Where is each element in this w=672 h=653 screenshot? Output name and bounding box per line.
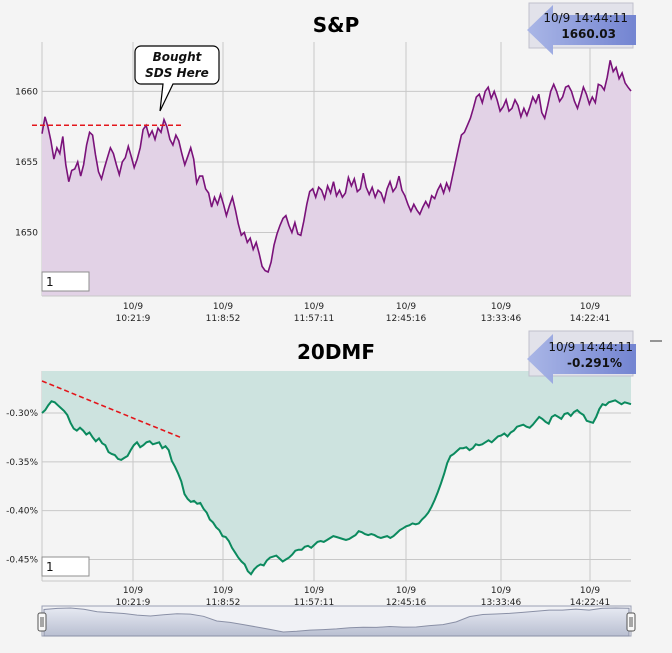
x-tick-time: 10:21:9 — [116, 314, 151, 324]
x-axis: 10/9 10:21:9 10/9 11:8:52 10/9 11:57:11 10/9 12… — [116, 586, 611, 608]
x-tick-time: 13:33:46 — [481, 598, 522, 608]
x-tick-time: 11:8:52 — [206, 598, 241, 608]
area-fill — [42, 60, 631, 296]
x-tick-date: 10/9 — [213, 302, 233, 312]
series-line — [41, 399, 632, 576]
x-tick-time: 14:22:41 — [570, 314, 610, 324]
y-tick-label: 1650 — [15, 229, 38, 239]
last-value: 1660.03 — [561, 27, 616, 41]
x-tick-date: 10/9 — [396, 302, 416, 312]
last-time: 10/9 14:44:11 — [543, 11, 628, 25]
y-tick-label: -0.45% — [6, 556, 38, 566]
x-tick-date: 10/9 — [396, 586, 416, 596]
x-tick-date: 10/9 — [491, 586, 511, 596]
last-time: 10/9 14:44:11 — [548, 340, 633, 354]
x-tick-time: 10:21:9 — [116, 598, 151, 608]
series-line — [41, 60, 632, 274]
y-axis: 1650 1655 1660 — [15, 87, 38, 238]
x-tick-time: 11:57:11 — [294, 598, 334, 608]
x-tick-date: 10/9 — [491, 302, 511, 312]
period-input-value[interactable]: 1 — [46, 560, 54, 574]
x-tick-date: 10/9 — [304, 302, 324, 312]
range-navigator[interactable] — [37, 605, 636, 637]
x-axis: 10/9 10:21:9 10/9 11:8:52 10/9 11:57:11 10/9 12… — [116, 302, 611, 324]
period-input[interactable]: 1 — [41, 556, 90, 577]
chart-title: 20DMF — [297, 340, 375, 364]
arrow-left-icon — [527, 5, 636, 55]
last-value: -0.291% — [567, 356, 622, 370]
chart-title: S&P — [313, 13, 360, 37]
x-tick-time: 13:33:46 — [481, 314, 522, 324]
x-tick-time: 12:45:16 — [386, 598, 427, 608]
x-tick-date: 10/9 — [580, 302, 600, 312]
grip-handle-icon[interactable] — [37, 612, 47, 632]
x-tick-time: 14:22:41 — [570, 598, 610, 608]
area-fill — [42, 371, 631, 575]
x-tick-date: 10/9 — [580, 586, 600, 596]
y-tick-label: -0.40% — [6, 507, 38, 517]
y-axis: -0.30% -0.35% -0.40% -0.45% — [6, 409, 38, 566]
navigator-area — [43, 607, 630, 637]
y-tick-label: 1655 — [15, 158, 38, 168]
callout-line1: Bought — [153, 50, 203, 64]
x-tick-date: 10/9 — [123, 586, 143, 596]
period-input[interactable]: 1 — [41, 271, 90, 292]
y-tick-label: -0.35% — [6, 458, 38, 468]
last-value-badge: 10/9 14:44:11 1660.03 — [527, 2, 636, 55]
arrow-left-icon — [527, 334, 636, 384]
trend-line — [41, 380, 183, 439]
y-tick-label: 1660 — [15, 87, 38, 97]
x-tick-date: 10/9 — [304, 586, 324, 596]
x-tick-time: 11:8:52 — [206, 314, 241, 324]
grip-handle-icon[interactable] — [626, 612, 636, 632]
y-tick-label: -0.30% — [6, 409, 38, 419]
x-tick-date: 10/9 — [213, 586, 233, 596]
callout-line2: SDS Here — [145, 66, 209, 80]
x-tick-date: 10/9 — [123, 302, 143, 312]
bought-sds-callout: Bought SDS Here — [134, 45, 220, 112]
x-tick-time: 11:57:11 — [294, 314, 334, 324]
dmf-chart[interactable]: 20DMF -0.30% -0.35% -0.40% -0.45% 10/9 10:21… — [6, 330, 662, 608]
last-value-badge: 10/9 14:44:11 -0.291% — [527, 330, 636, 384]
x-tick-time: 12:45:16 — [386, 314, 427, 324]
period-input-value[interactable]: 1 — [46, 275, 54, 289]
